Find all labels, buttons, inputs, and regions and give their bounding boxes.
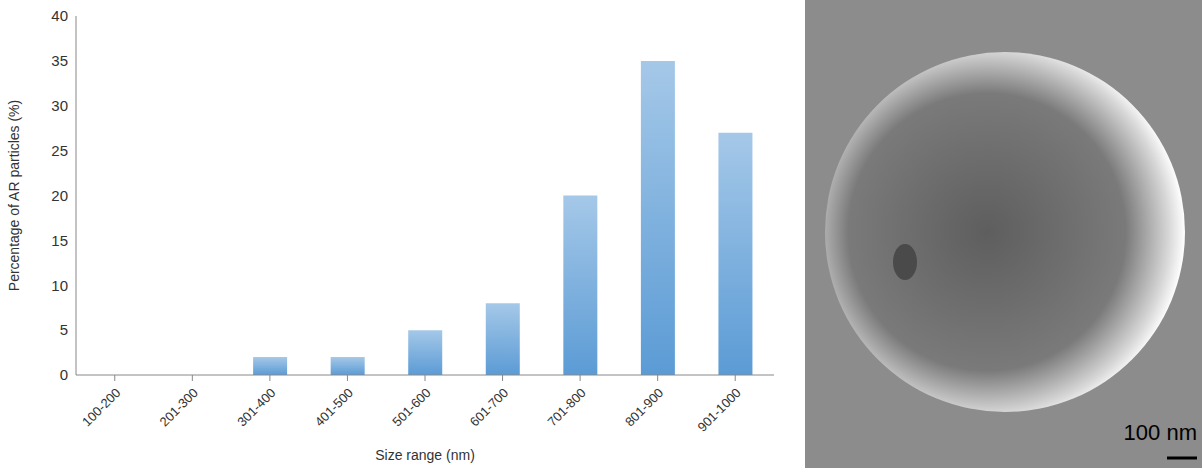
svg-text:5: 5 (60, 321, 68, 338)
svg-text:801-900: 801-900 (622, 385, 666, 429)
svg-text:30: 30 (51, 97, 68, 114)
svg-text:100 nm: 100 nm (1124, 420, 1197, 445)
svg-text:35: 35 (51, 52, 68, 69)
svg-text:10: 10 (51, 277, 68, 294)
svg-text:20: 20 (51, 187, 68, 204)
svg-text:301-400: 301-400 (234, 385, 278, 429)
svg-text:601-700: 601-700 (467, 385, 511, 429)
svg-text:40: 40 (51, 7, 68, 24)
svg-text:501-600: 501-600 (389, 385, 433, 429)
svg-text:401-500: 401-500 (312, 385, 356, 429)
svg-text:201-300: 201-300 (157, 385, 201, 429)
svg-text:701-800: 701-800 (544, 385, 588, 429)
svg-text:901-1000: 901-1000 (694, 385, 743, 434)
svg-text:0: 0 (60, 366, 68, 383)
svg-text:100-200: 100-200 (79, 385, 123, 429)
svg-text:Size range (nm): Size range (nm) (375, 447, 475, 463)
svg-text:25: 25 (51, 142, 68, 159)
svg-text:15: 15 (51, 232, 68, 249)
svg-text:Percentage of AR particles (%): Percentage of AR particles (%) (6, 100, 22, 291)
